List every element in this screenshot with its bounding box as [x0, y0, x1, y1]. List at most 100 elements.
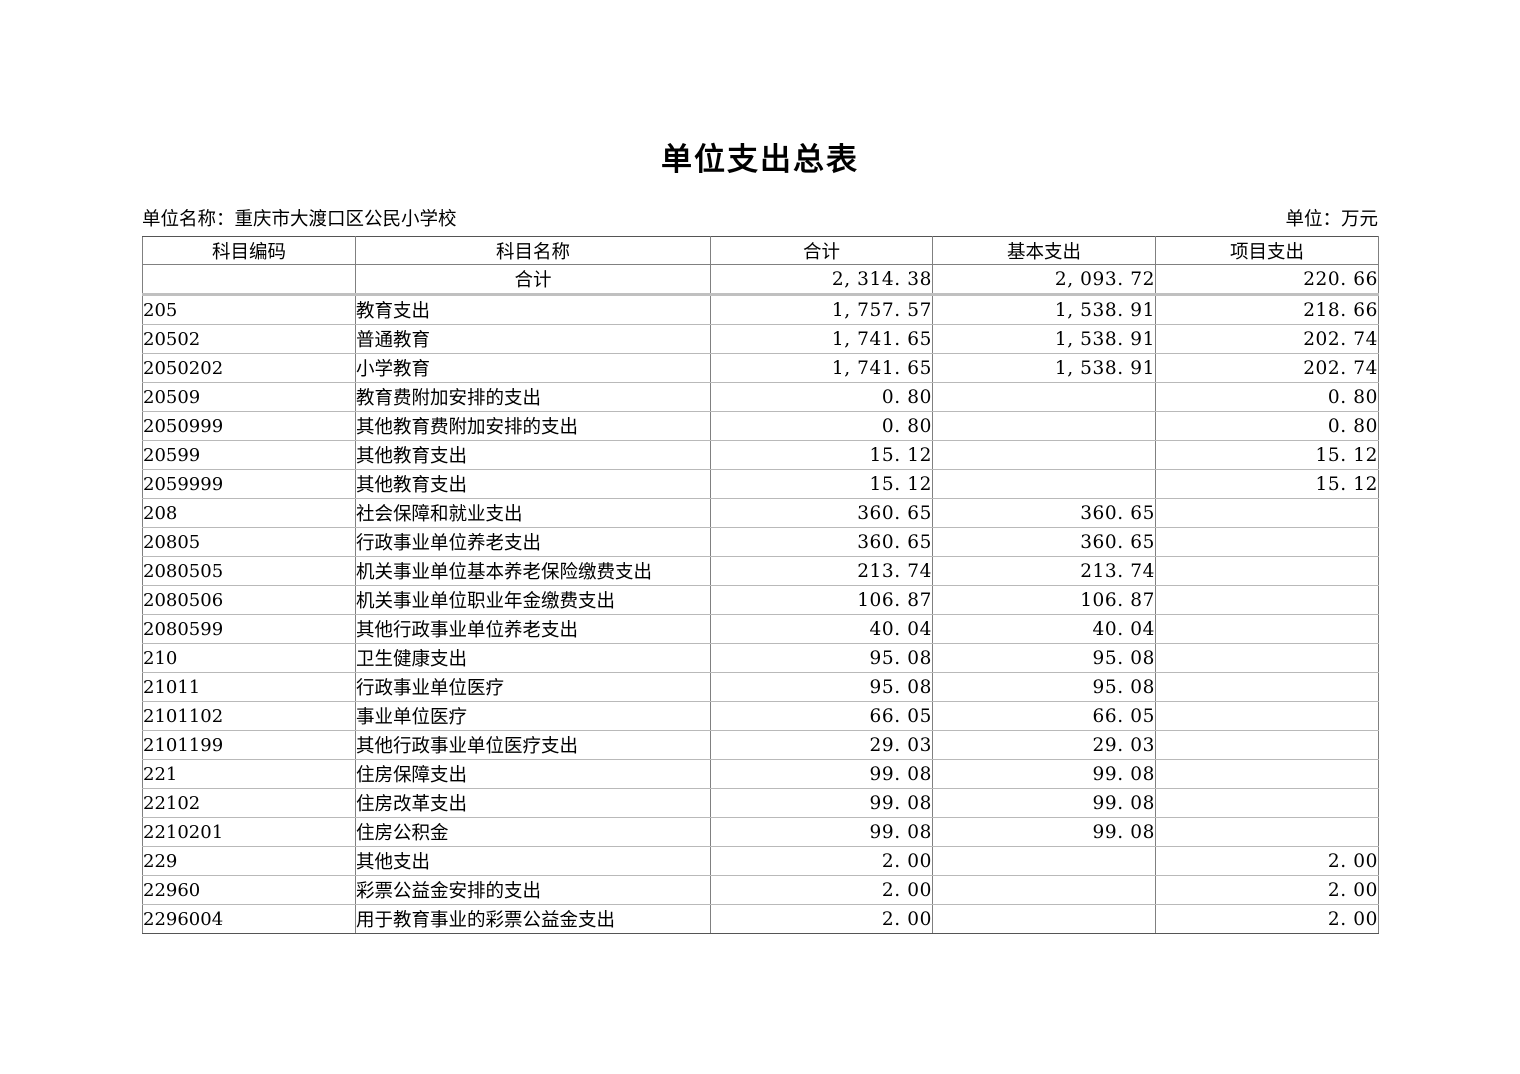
cell-subject-name: 其他行政事业单位医疗支出: [355, 730, 711, 760]
table-row: 2059999 其他教育支出 15. 12 15. 12: [142, 469, 1379, 499]
cell-subject-name: 其他教育支出: [355, 469, 711, 499]
cell-total-expenditure: 1, 741. 65: [710, 324, 933, 354]
cell-subject-name: 行政事业单位医疗: [355, 672, 711, 702]
page-title: 单位支出总表: [661, 142, 859, 178]
table-row: 2050202 小学教育 1, 741. 65 1, 538. 91 202. 74: [142, 353, 1379, 383]
cell-total-expenditure: 29. 03: [710, 730, 933, 760]
cell-subject-name: 住房改革支出: [355, 788, 711, 818]
cell-subject-code: 22102: [142, 788, 356, 818]
expenditure-table: 科目编码 科目名称 合计 基本支出 项目支出 合计 2, 314. 38 2, 09…: [142, 236, 1379, 934]
cell-basic-expenditure: 106. 87: [932, 585, 1156, 615]
cell-total-expenditure: 360. 65: [710, 498, 933, 528]
cell-basic-expenditure: [932, 382, 1156, 412]
cell-total-expenditure: 99. 08: [710, 759, 933, 789]
cell-subject-name: 行政事业单位养老支出: [355, 527, 711, 557]
cell-subject-name: 彩票公益金安排的支出: [355, 875, 711, 905]
cell-total-expenditure: 40. 04: [710, 614, 933, 644]
table-row: 205 教育支出 1, 757. 57 1, 538. 91 218. 66: [142, 294, 1379, 325]
cell-subject-code: 20502: [142, 324, 356, 354]
cell-basic-expenditure: 66. 05: [932, 701, 1156, 731]
cell-project-expenditure: [1155, 614, 1379, 644]
table-row: 21011 行政事业单位医疗 95. 08 95. 08: [142, 672, 1379, 702]
cell-subject-name: 机关事业单位基本养老保险缴费支出: [355, 556, 711, 586]
cell-subject-code: 20599: [142, 440, 356, 470]
cell-total-expenditure: 15. 12: [710, 469, 933, 499]
cell-project-expenditure: 218. 66: [1155, 294, 1379, 325]
document-meta-row: 单位名称：重庆市大渡口区公民小学校 单位：万元: [142, 206, 1378, 232]
cell-basic-expenditure: 213. 74: [932, 556, 1156, 586]
cell-project-expenditure: [1155, 585, 1379, 615]
cell-subject-name: 住房保障支出: [355, 759, 711, 789]
table-row: 22102 住房改革支出 99. 08 99. 08: [142, 788, 1379, 818]
table-row: 2080505 机关事业单位基本养老保险缴费支出 213. 74 213. 74: [142, 556, 1379, 586]
cell-total-expenditure: 99. 08: [710, 788, 933, 818]
table-row: 208 社会保障和就业支出 360. 65 360. 65: [142, 498, 1379, 528]
cell-subject-code: 2101199: [142, 730, 356, 760]
cell-basic-expenditure: 1, 538. 91: [932, 294, 1156, 325]
cell-subject-code: 2050999: [142, 411, 356, 441]
cell-subject-name: 教育支出: [355, 294, 711, 325]
cell-subject-name: 普通教育: [355, 324, 711, 354]
cell-total-expenditure: 0. 80: [710, 382, 933, 412]
cell-project-expenditure: 220. 66: [1155, 264, 1379, 296]
cell-subject-name: 教育费附加安排的支出: [355, 382, 711, 412]
cell-basic-expenditure: [932, 875, 1156, 905]
cell-total-expenditure: 95. 08: [710, 672, 933, 702]
unit-name-label: 单位名称：重庆市大渡口区公民小学校: [142, 209, 457, 230]
cell-subject-code: 2296004: [142, 904, 356, 934]
cell-project-expenditure: 2. 00: [1155, 846, 1379, 876]
cell-basic-expenditure: [932, 904, 1156, 934]
cell-subject-code: 208: [142, 498, 356, 528]
cell-basic-expenditure: [932, 411, 1156, 441]
cell-basic-expenditure: 1, 538. 91: [932, 324, 1156, 354]
table-row: 2080506 机关事业单位职业年金缴费支出 106. 87 106. 87: [142, 585, 1379, 615]
cell-project-expenditure: [1155, 817, 1379, 847]
table-row: 2101199 其他行政事业单位医疗支出 29. 03 29. 03: [142, 730, 1379, 760]
cell-total-expenditure: 99. 08: [710, 817, 933, 847]
cell-total-expenditure: 1, 741. 65: [710, 353, 933, 383]
table-header: 科目编码 科目名称 合计 基本支出 项目支出: [142, 236, 1379, 265]
cell-subject-code: 20805: [142, 527, 356, 557]
cell-subject-name: 机关事业单位职业年金缴费支出: [355, 585, 711, 615]
cell-subject-code: 2080599: [142, 614, 356, 644]
cell-project-expenditure: 15. 12: [1155, 469, 1379, 499]
cell-total-expenditure: 95. 08: [710, 643, 933, 673]
cell-subject-name: 其他教育费附加安排的支出: [355, 411, 711, 441]
cell-subject-code: 20509: [142, 382, 356, 412]
cell-total-expenditure: 2, 314. 38: [710, 264, 933, 296]
table-row: 20599 其他教育支出 15. 12 15. 12: [142, 440, 1379, 470]
cell-basic-expenditure: 1, 538. 91: [932, 353, 1156, 383]
cell-total-expenditure: 2. 00: [710, 875, 933, 905]
cell-total-expenditure: 1, 757. 57: [710, 294, 933, 325]
cell-subject-code: 2101102: [142, 701, 356, 731]
cell-subject-code: [142, 264, 356, 296]
cell-basic-expenditure: 99. 08: [932, 788, 1156, 818]
expenditure-table-wrapper: 科目编码 科目名称 合计 基本支出 项目支出 合计 2, 314. 38 2, 09…: [142, 236, 1379, 934]
table-header-row: 科目编码 科目名称 合计 基本支出 项目支出: [142, 236, 1379, 265]
table-row: 221 住房保障支出 99. 08 99. 08: [142, 759, 1379, 789]
cell-subject-code: 21011: [142, 672, 356, 702]
cell-subject-name: 合计: [355, 264, 711, 296]
cell-basic-expenditure: 360. 65: [932, 498, 1156, 528]
cell-total-expenditure: 106. 87: [710, 585, 933, 615]
cell-basic-expenditure: 360. 65: [932, 527, 1156, 557]
cell-total-expenditure: 15. 12: [710, 440, 933, 470]
column-header-total: 合计: [710, 236, 933, 265]
cell-basic-expenditure: 99. 08: [932, 817, 1156, 847]
cell-total-expenditure: 360. 65: [710, 527, 933, 557]
cell-project-expenditure: 0. 80: [1155, 382, 1379, 412]
cell-subject-code: 205: [142, 294, 356, 325]
table-row: 20509 教育费附加安排的支出 0. 80 0. 80: [142, 382, 1379, 412]
cell-subject-code: 229: [142, 846, 356, 876]
table-row: 20502 普通教育 1, 741. 65 1, 538. 91 202. 74: [142, 324, 1379, 354]
cell-subject-code: 2210201: [142, 817, 356, 847]
cell-subject-name: 其他行政事业单位养老支出: [355, 614, 711, 644]
cell-total-expenditure: 66. 05: [710, 701, 933, 731]
cell-project-expenditure: [1155, 788, 1379, 818]
cell-subject-name: 小学教育: [355, 353, 711, 383]
cell-project-expenditure: 2. 00: [1155, 904, 1379, 934]
cell-basic-expenditure: 95. 08: [932, 643, 1156, 673]
cell-project-expenditure: 2. 00: [1155, 875, 1379, 905]
table-row: 2080599 其他行政事业单位养老支出 40. 04 40. 04: [142, 614, 1379, 644]
cell-project-expenditure: [1155, 643, 1379, 673]
